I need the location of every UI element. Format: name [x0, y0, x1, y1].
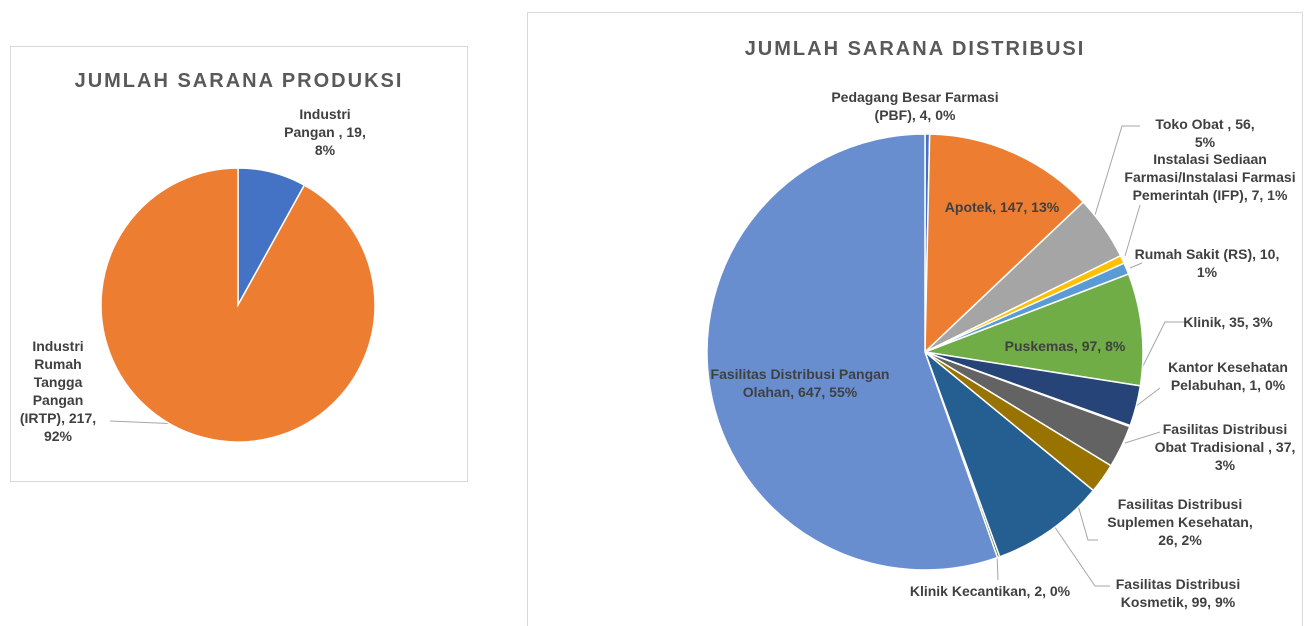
data-label: Rumah Sakit (RS), 10, 1%: [1134, 246, 1280, 280]
pie-slice: [922, 273, 1144, 387]
data-label: Fasilitas Distribusi Pangan Olahan, 647,…: [710, 366, 890, 400]
data-label: Fasilitas Distribusi Suplemen Kesehatan,…: [1107, 496, 1253, 548]
chart-frame: [10, 46, 468, 482]
pie-slice: [923, 349, 1095, 558]
data-label: Puskemas, 97, 8%: [1004, 338, 1126, 354]
data-label: Industri Rumah Tangga Pangan (IRTP), 217…: [19, 338, 97, 444]
chart-title: JUMLAH SARANA DISTRIBUSI: [744, 38, 1086, 60]
pie-slice: [706, 133, 999, 571]
data-label: Instalasi Sediaan Farmasi/Instalasi Farm…: [1124, 151, 1296, 203]
data-label: Klinik Kecantikan, 2, 0%: [909, 583, 1071, 599]
chart-frame: [527, 12, 1303, 626]
data-label: Fasilitas Distribusi Kosmetik, 99, 9%: [1115, 576, 1241, 610]
data-label: Industri Pangan , 19, 8%: [284, 106, 366, 158]
chart-title: JUMLAH SARANA PRODUKSI: [74, 70, 404, 92]
pie-slice: [100, 167, 376, 443]
data-label: Fasilitas Distribusi Obat Tradisional , …: [1154, 421, 1296, 473]
data-label: Klinik, 35, 3%: [1183, 314, 1273, 330]
pie-slice: [924, 133, 1085, 354]
data-label: Kantor Kesehatan Pelabuhan, 1, 0%: [1168, 359, 1288, 393]
data-label: Pedagang Besar Farmasi (PBF), 4, 0%: [831, 89, 999, 123]
data-label: Toko Obat , 56, 5%: [1155, 116, 1255, 150]
data-label: Apotek, 147, 13%: [944, 199, 1060, 215]
